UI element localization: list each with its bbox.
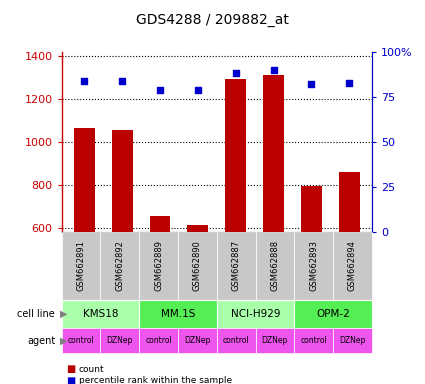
Text: ■: ■ (66, 364, 75, 374)
Text: ■: ■ (66, 376, 75, 384)
Text: DZNep: DZNep (339, 336, 366, 345)
Text: control: control (223, 336, 249, 345)
Text: ▶: ▶ (60, 309, 67, 319)
Point (346, 79, 353, 86)
Text: ▶: ▶ (60, 336, 67, 346)
Text: agent: agent (27, 336, 55, 346)
Text: GDS4288 / 209882_at: GDS4288 / 209882_at (136, 13, 289, 27)
Point (232, 70, 239, 76)
Text: control: control (68, 336, 94, 345)
Text: GSM662891: GSM662891 (76, 240, 85, 291)
Bar (112, 130, 133, 232)
Text: DZNep: DZNep (184, 336, 210, 345)
Point (308, 81, 315, 88)
Text: control: control (145, 336, 172, 345)
Point (270, 67, 277, 73)
Bar (187, 225, 208, 232)
Point (119, 78, 125, 84)
Point (194, 87, 201, 93)
Text: GSM662893: GSM662893 (309, 240, 318, 291)
Bar (339, 172, 360, 232)
Text: control: control (300, 336, 327, 345)
Text: OPM-2: OPM-2 (316, 309, 350, 319)
Bar (301, 186, 322, 232)
Text: NCI-H929: NCI-H929 (231, 309, 280, 319)
Text: KMS18: KMS18 (82, 309, 118, 319)
Text: count: count (79, 365, 104, 374)
Text: GSM662888: GSM662888 (270, 240, 279, 291)
Point (156, 87, 163, 93)
Bar (225, 79, 246, 232)
Text: percentile rank within the sample: percentile rank within the sample (79, 376, 232, 384)
Text: GSM662892: GSM662892 (115, 240, 124, 291)
Text: GSM662889: GSM662889 (154, 240, 163, 291)
Text: DZNep: DZNep (262, 336, 288, 345)
Text: GSM662887: GSM662887 (232, 240, 241, 291)
Text: GSM662890: GSM662890 (193, 240, 202, 291)
Bar (263, 76, 284, 232)
Bar (150, 215, 170, 232)
Point (81, 78, 88, 84)
Text: GSM662894: GSM662894 (348, 240, 357, 291)
Text: MM.1S: MM.1S (161, 309, 195, 319)
Text: cell line: cell line (17, 309, 55, 319)
Bar (74, 128, 95, 232)
Text: DZNep: DZNep (107, 336, 133, 345)
